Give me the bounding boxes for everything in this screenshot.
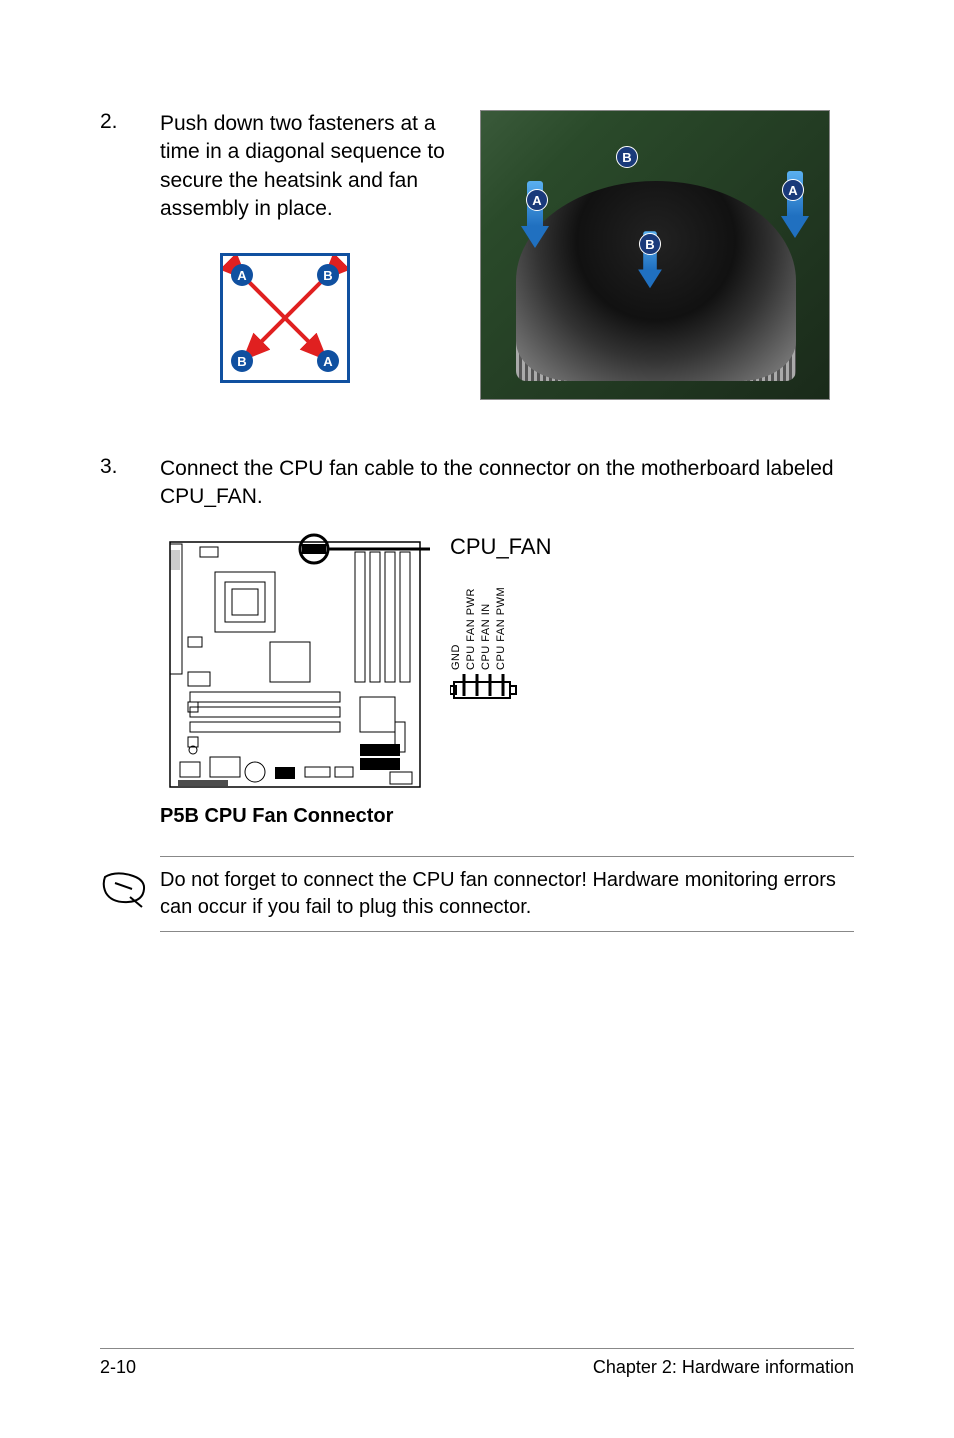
photo-label-mid: B xyxy=(639,233,661,255)
pin-label-0: GND xyxy=(450,585,462,670)
photo-label-right: A xyxy=(782,179,804,201)
footer-chapter: Chapter 2: Hardware information xyxy=(593,1357,854,1378)
step2-text: Push down two fasteners at a time in a d… xyxy=(160,110,480,223)
fastener-sequence-diagram: A B B A xyxy=(220,253,350,383)
step3-text: Connect the CPU fan cable to the connect… xyxy=(160,455,854,512)
pin-label-3: CPU FAN PWM xyxy=(495,585,507,670)
pin-label-1: CPU FAN PWR xyxy=(465,585,477,670)
note-icon xyxy=(100,867,160,914)
photo-label-top: B xyxy=(616,146,638,168)
step2-number: 2. xyxy=(100,110,160,223)
footer-page-number: 2-10 xyxy=(100,1357,136,1378)
step3-number: 3. xyxy=(100,455,160,512)
note-text: Do not forget to connect the CPU fan con… xyxy=(160,867,854,921)
photo-label-left: A xyxy=(526,189,548,211)
connector-caption: P5B CPU Fan Connector xyxy=(160,805,854,828)
pin-label-2: CPU FAN IN xyxy=(480,585,492,670)
pin-header-icon xyxy=(450,674,522,702)
motherboard-diagram xyxy=(160,532,430,797)
connector-title: CPU_FAN xyxy=(450,534,551,560)
heatsink-photo: B A B A xyxy=(480,110,830,400)
